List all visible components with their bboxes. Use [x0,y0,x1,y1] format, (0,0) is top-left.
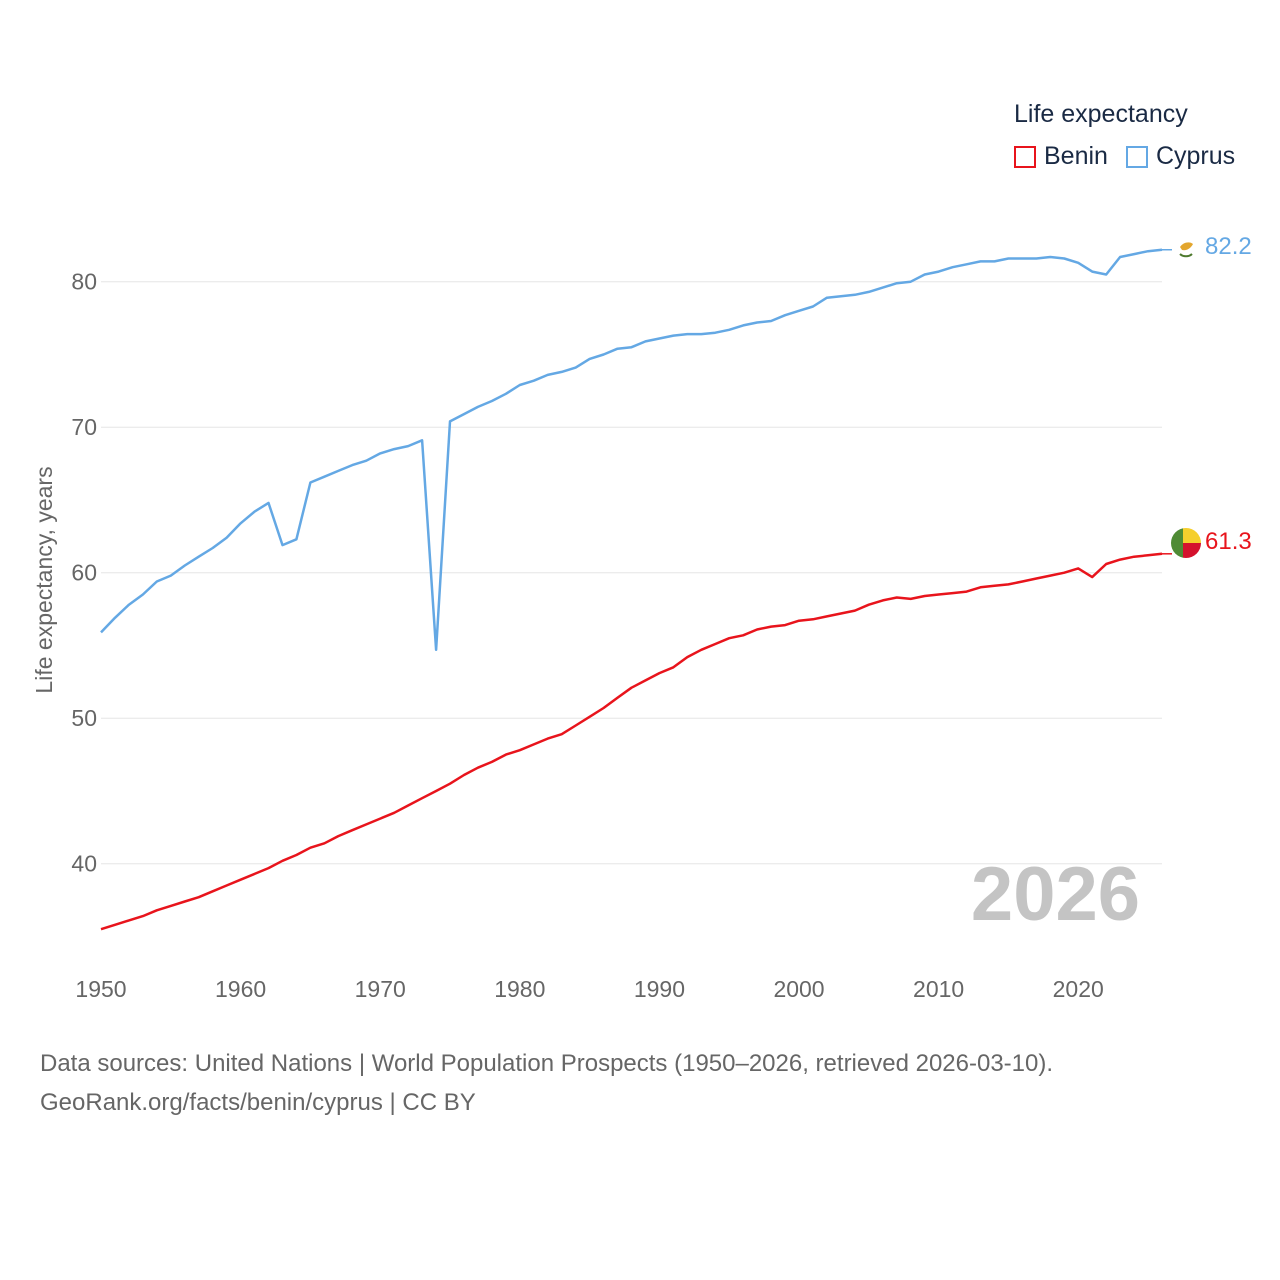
x-tick-label: 2010 [913,976,964,1002]
x-tick-label: 2000 [773,976,824,1002]
x-tick-label: 1960 [215,976,266,1002]
year-watermark: 2026 [971,852,1140,937]
sources-line-1: Data sources: United Nations | World Pop… [40,1050,1054,1077]
series-lines [100,248,1172,931]
x-tick-label: 1980 [494,976,545,1002]
y-tick-label: 80 [71,269,97,295]
legend-label-benin: Benin [1044,142,1108,170]
legend-item-benin[interactable]: Benin [1014,142,1108,171]
cyprus-end-label: 82.2 [1205,233,1252,260]
x-axis: 1950 1960 1970 1980 1990 2000 2010 2020 [75,976,1103,1002]
x-tick-label: 2020 [1053,976,1104,1002]
legend-swatch-benin [1014,145,1036,168]
legend-label-cyprus: Cyprus [1155,142,1236,170]
end-markers: 82.2 61.3 [1171,233,1252,558]
legend-title: Life expectancy [1014,100,1188,128]
series-line-benin [100,552,1163,931]
gridlines [101,281,1162,865]
cyprus-flag-icon [1175,237,1197,259]
legend-swatch-cyprus [1125,145,1148,168]
y-tick-label: 50 [71,705,97,731]
y-axis-label: Life expectancy, years [31,466,57,693]
x-tick-label: 1950 [75,976,126,1002]
benin-end-label: 61.3 [1205,528,1252,555]
data-sources: Data sources: United Nations | World Pop… [40,1044,1053,1122]
y-axis: 40 50 60 70 80 [71,269,97,877]
y-tick-label: 70 [71,414,97,440]
y-tick-label: 60 [71,560,97,586]
legend-item-cyprus[interactable]: Cyprus [1125,142,1236,171]
x-tick-label: 1990 [634,976,685,1002]
y-tick-label: 40 [71,851,97,877]
sources-line-2[interactable]: GeoRank.org/facts/benin/cyprus | CC BY [40,1089,476,1116]
legend: Benin Cyprus [1014,142,1253,171]
series-line-cyprus [100,248,1163,652]
benin-flag-icon [1171,528,1201,558]
x-tick-label: 1970 [355,976,406,1002]
